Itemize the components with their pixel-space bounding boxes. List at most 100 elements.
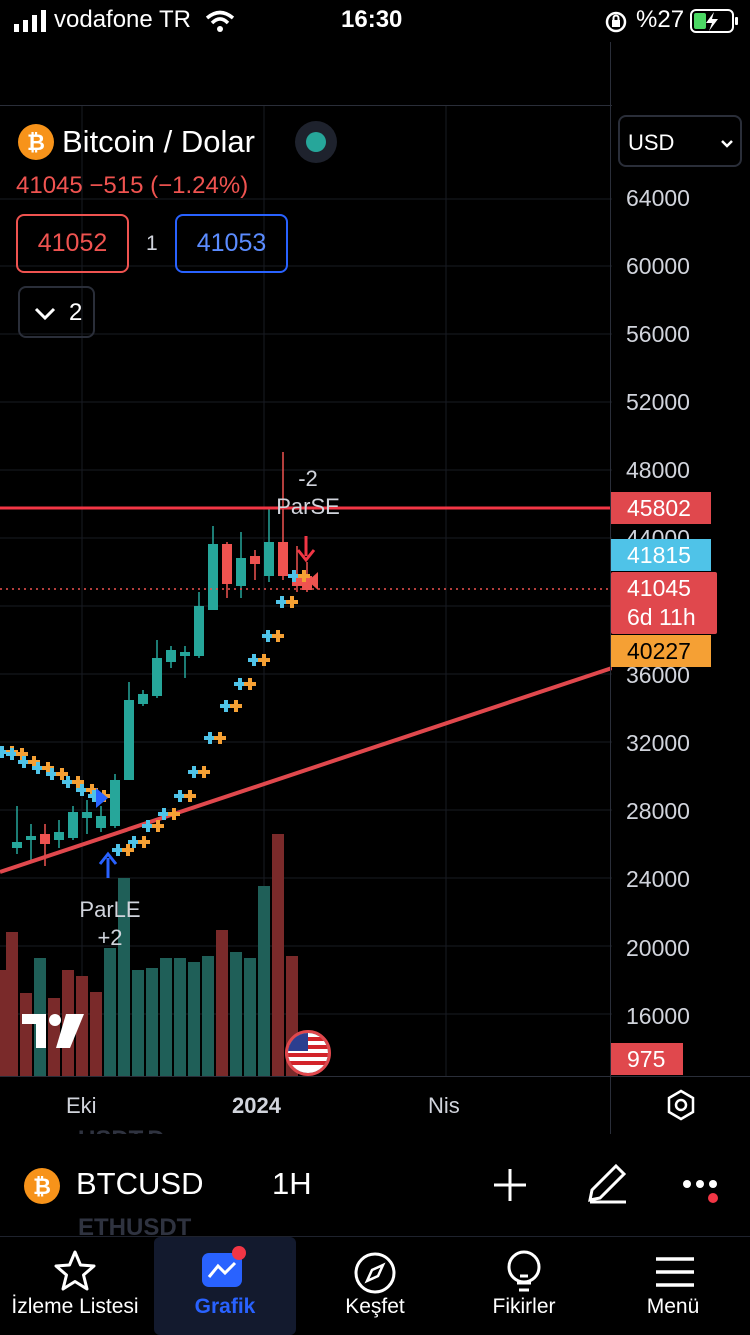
price-tick: 48000 [626, 457, 690, 483]
signal-icon [14, 10, 46, 32]
volume-bar [258, 886, 270, 1076]
price-tick: 24000 [626, 866, 690, 892]
volume-bar [216, 930, 228, 1076]
bottom-toolbar: ₿ BTCUSD 1H [0, 1134, 750, 1236]
drawing-tools-icon[interactable] [586, 1162, 630, 1206]
short-signal-name: ParSE [276, 494, 340, 519]
volume-bar [20, 993, 32, 1076]
currency-value: USD [628, 130, 675, 155]
star-icon [54, 1250, 96, 1291]
volume-bar [76, 976, 88, 1076]
symbol-title[interactable]: Bitcoin / Dolar [62, 124, 255, 159]
candle-body [40, 834, 50, 844]
tab-label: Fikirler [492, 1295, 556, 1318]
spread-value: 1 [146, 232, 158, 255]
psar-dot [138, 836, 150, 848]
volume-tag: 975 [611, 1043, 683, 1075]
long-signal-name: ParLE [79, 897, 141, 922]
psar-dot [56, 768, 68, 780]
candle-body [222, 544, 232, 584]
volume-bars [0, 834, 298, 1076]
tradingview-logo-icon [22, 1014, 84, 1048]
tab-bar: İzleme Listesi Grafik Keşfet Fikirler Me… [0, 1236, 750, 1335]
carrier-name: vodafone TR [54, 6, 191, 33]
long-arrow-icon [98, 851, 118, 878]
rotation-lock-icon [605, 11, 627, 33]
chevron-down-icon [721, 140, 733, 148]
divider [0, 105, 612, 106]
candle-body [236, 558, 246, 586]
tab-menu[interactable]: Menü [598, 1237, 748, 1335]
buy-button[interactable]: 41053 [175, 214, 288, 273]
volume-bar [202, 956, 214, 1076]
psar-orange-price-tag: 40227 [611, 635, 711, 667]
candle-body [12, 842, 22, 848]
volume-bar [90, 992, 102, 1076]
volume-bar [230, 952, 242, 1076]
candle-body [292, 574, 302, 586]
indicators-toggle[interactable]: 2 [18, 286, 95, 338]
psar-dot [122, 844, 134, 856]
price-tick: 56000 [626, 321, 690, 347]
symbol-button[interactable]: BTCUSD [76, 1166, 204, 1201]
chart-settings-icon[interactable] [664, 1088, 698, 1122]
market-open-dot [306, 132, 326, 152]
psar-blue-price-tag: 41815 [611, 539, 711, 571]
more-options-icon[interactable] [682, 1174, 722, 1208]
volume-bar [174, 958, 186, 1076]
psar-dot [298, 570, 310, 582]
volume-bar [244, 958, 256, 1076]
price-tick: 32000 [626, 730, 690, 756]
psar-dot [286, 596, 298, 608]
battery-percent: %27 [636, 6, 685, 33]
price-tick: 16000 [626, 1003, 690, 1029]
candle-body [180, 652, 190, 656]
tab-ideas[interactable]: Fikirler [449, 1237, 599, 1335]
candle-body [68, 812, 78, 838]
candle-body [110, 780, 120, 826]
short-signal-value: -2 [298, 466, 318, 491]
bitcoin-icon: ₿ [24, 1168, 60, 1204]
tab-label: Menü [646, 1295, 700, 1318]
candle-body [250, 556, 260, 564]
tab-watchlist[interactable]: İzleme Listesi [0, 1237, 150, 1335]
sell-button[interactable]: 41052 [16, 214, 129, 273]
psar-dot [258, 654, 270, 666]
candle-body [96, 816, 106, 828]
chart-area[interactable] [0, 106, 612, 1076]
resistance-price-tag: 45802 [611, 492, 711, 524]
candle-body [302, 576, 312, 590]
status-bar: vodafone TR 16:30 %27 [0, 0, 750, 42]
indicators-count: 2 [69, 299, 83, 326]
candle-body [138, 694, 148, 704]
volume-bar [118, 878, 130, 1076]
price-tick: 60000 [626, 253, 690, 279]
chevron-down-icon [34, 307, 56, 321]
psar-dot [168, 808, 180, 820]
interval-button[interactable]: 1H [272, 1166, 312, 1201]
bitcoin-icon: ₿ [18, 124, 54, 160]
psar-dot [272, 630, 284, 642]
volume-bar [104, 948, 116, 1076]
wifi-icon [205, 10, 235, 32]
volume-bar [188, 962, 200, 1076]
volume-bar [6, 932, 18, 1076]
last-price: 41045 [627, 575, 691, 601]
economic-event-flag-icon[interactable] [285, 1030, 331, 1076]
price-change: 41045 −515 (−1.24%) [16, 172, 249, 199]
psar-dot [214, 732, 226, 744]
candle-body [26, 836, 36, 840]
market-status[interactable] [295, 121, 337, 163]
add-icon[interactable] [492, 1167, 528, 1203]
tab-chart[interactable]: Grafik [154, 1237, 296, 1335]
parabolic-sar [0, 570, 310, 856]
tab-explore[interactable]: Keşfet [300, 1237, 450, 1335]
candle-body [166, 650, 176, 662]
candle-body [152, 658, 162, 696]
candle-body [54, 832, 64, 840]
candle-body [208, 544, 218, 610]
price-tick: 20000 [626, 935, 690, 961]
currency-select[interactable]: USD [618, 115, 742, 167]
tab-label: Grafik [194, 1295, 256, 1318]
clock: 16:30 [341, 6, 403, 33]
